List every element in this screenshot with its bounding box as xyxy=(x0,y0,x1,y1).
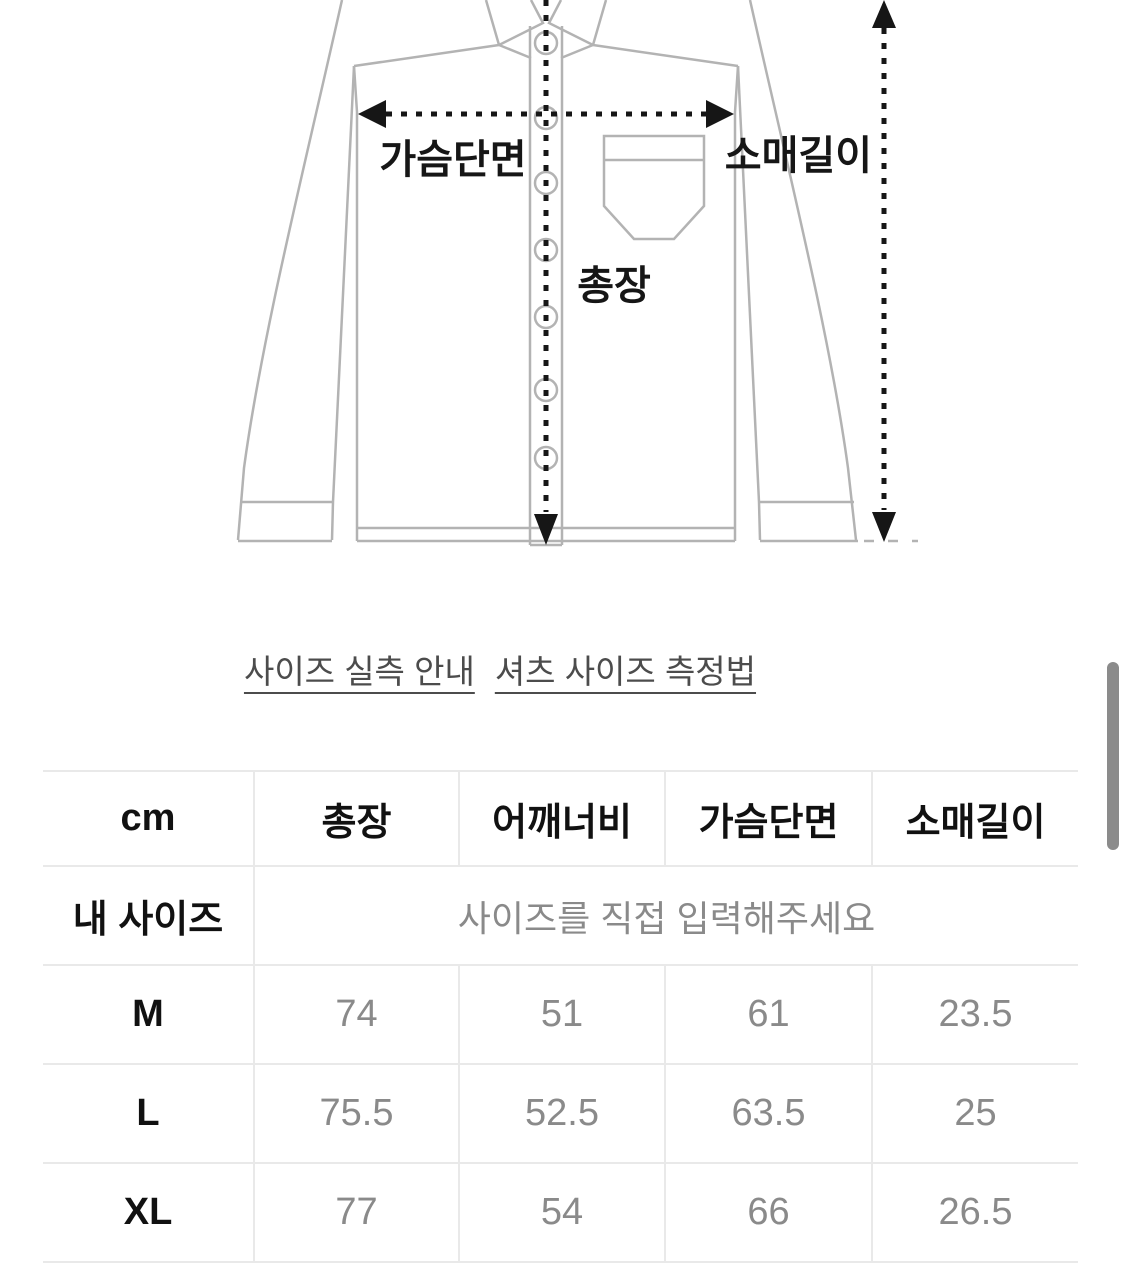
size-table-header-row: cm 총장 어깨너비 가슴단면 소매길이 xyxy=(43,770,1078,866)
value-cell: 23.5 xyxy=(871,964,1078,1064)
collar-left-lapel xyxy=(484,0,532,60)
value-cell: 25 xyxy=(871,1063,1078,1163)
arrow-down-icon xyxy=(534,514,558,545)
size-label-l: L xyxy=(43,1063,254,1163)
sleeve-length-label: 소매길이 xyxy=(725,134,872,178)
shoulder-left xyxy=(353,43,500,68)
measure-method-link[interactable]: 셔츠 사이즈 측정법 xyxy=(494,653,757,690)
arrow-left-icon xyxy=(358,100,386,128)
collar-right-inner xyxy=(547,0,594,47)
total-length-label: 총장 xyxy=(577,264,651,308)
value-cell: 74 xyxy=(253,964,459,1064)
value-cell: 63.5 xyxy=(664,1063,872,1163)
shoulder-right xyxy=(592,43,739,68)
sleeve-right-inner xyxy=(736,65,762,541)
body-left-seam xyxy=(352,65,359,541)
value-cell: 26.5 xyxy=(871,1162,1078,1263)
value-cell: 77 xyxy=(253,1162,459,1263)
value-cell: 61 xyxy=(664,964,872,1064)
my-size-label: 내 사이즈 xyxy=(43,865,254,965)
arrow-down-icon xyxy=(872,512,896,542)
arrow-right-icon xyxy=(706,100,734,128)
collar-left-inner xyxy=(498,0,545,47)
button-icon xyxy=(533,170,559,196)
value-cell: 52.5 xyxy=(458,1063,665,1163)
shirt-diagram-svg: 가슴단면 총장 소매길이 xyxy=(236,0,918,547)
body-right-seam xyxy=(733,65,740,541)
chest-width-label: 가슴단면 xyxy=(379,138,526,182)
table-header-total-length: 총장 xyxy=(253,770,459,866)
collar-right-lapel xyxy=(560,0,608,60)
buttons xyxy=(533,30,559,471)
table-header-sleeve-length: 소매길이 xyxy=(871,770,1078,866)
scrollbar-thumb[interactable] xyxy=(1107,662,1119,850)
value-cell: 66 xyxy=(664,1162,872,1263)
table-header-chest-width: 가슴단면 xyxy=(664,770,872,866)
measure-arrowheads xyxy=(358,0,896,545)
size-label-m: M xyxy=(43,964,254,1064)
table-row-l: L 75.5 52.5 63.5 25 xyxy=(43,1063,1078,1163)
sleeve-right-outer xyxy=(748,0,858,541)
table-row-xl: XL 77 54 66 26.5 xyxy=(43,1162,1078,1263)
shirt-outline xyxy=(236,0,918,547)
measure-lines xyxy=(386,0,887,512)
size-table: cm 총장 어깨너비 가슴단면 소매길이 내 사이즈 사이즈를 직접 입력해주세… xyxy=(43,770,1078,1263)
size-label-xl: XL xyxy=(43,1162,254,1263)
table-row-m: M 74 51 61 23.5 xyxy=(43,964,1078,1064)
value-cell: 51 xyxy=(458,964,665,1064)
my-size-input-placeholder[interactable]: 사이즈를 직접 입력해주세요 xyxy=(253,865,1078,965)
table-header-shoulder-width: 어깨너비 xyxy=(458,770,665,866)
my-size-row: 내 사이즈 사이즈를 직접 입력해주세요 xyxy=(43,865,1078,965)
value-cell: 75.5 xyxy=(253,1063,459,1163)
table-header-unit: cm xyxy=(43,770,254,866)
value-cell: 54 xyxy=(458,1162,665,1263)
sleeve-left-outer xyxy=(236,0,344,541)
size-guide-link[interactable]: 사이즈 실측 안내 xyxy=(243,653,475,690)
shirt-measurement-diagram: 가슴단면 총장 소매길이 xyxy=(0,0,1125,560)
size-links-row: 사이즈 실측 안내 셔츠 사이즈 측정법 xyxy=(0,645,1125,693)
sleeve-left-inner xyxy=(330,65,356,541)
arrow-up-icon xyxy=(872,0,896,28)
chest-pocket xyxy=(602,134,706,241)
